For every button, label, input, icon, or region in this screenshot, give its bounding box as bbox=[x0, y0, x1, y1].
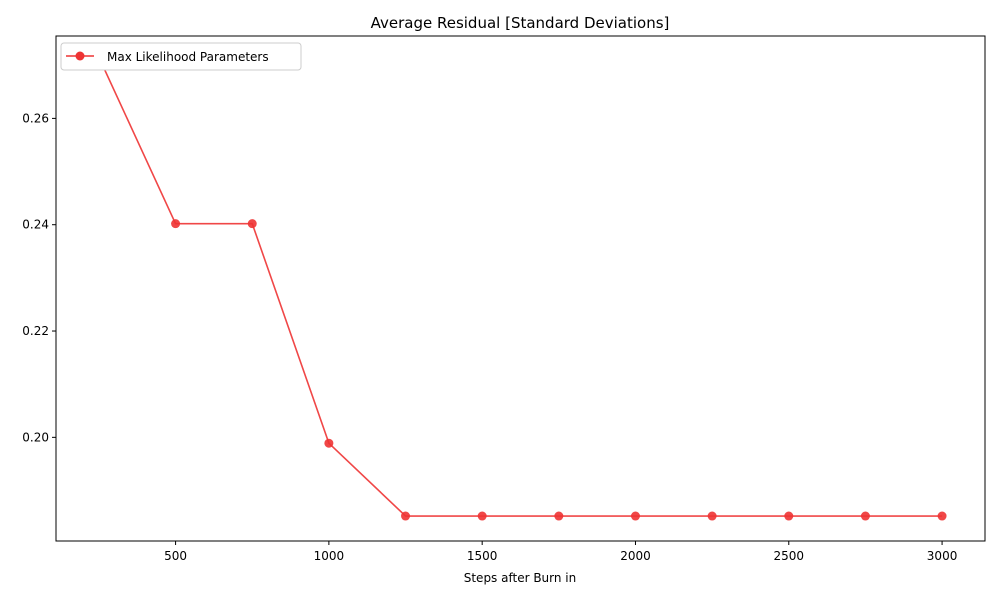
data-point bbox=[630, 511, 640, 521]
data-point bbox=[937, 511, 947, 521]
x-tick-label: 3000 bbox=[927, 549, 958, 563]
data-point bbox=[784, 511, 794, 521]
data-point bbox=[401, 511, 411, 521]
x-tick-label: 1500 bbox=[467, 549, 498, 563]
x-tick-label: 2000 bbox=[620, 549, 651, 563]
data-point bbox=[707, 511, 717, 521]
legend-box bbox=[60, 42, 302, 71]
data-point bbox=[171, 219, 181, 229]
data-point bbox=[247, 219, 257, 229]
data-point bbox=[477, 511, 487, 521]
legend-marker bbox=[75, 51, 85, 61]
y-tick-label: 0.26 bbox=[22, 111, 49, 125]
y-tick-label: 0.20 bbox=[22, 430, 49, 444]
x-tick-label: 1000 bbox=[314, 549, 345, 563]
legend: Max Likelihood Parameters bbox=[60, 42, 302, 71]
data-point bbox=[324, 438, 334, 448]
chart-title: Average Residual [Standard Deviations] bbox=[371, 14, 670, 32]
legend-label: Max Likelihood Parameters bbox=[107, 50, 269, 64]
series-line bbox=[98, 56, 943, 517]
x-tick-label: 500 bbox=[164, 549, 187, 563]
x-axis: 500 1000 1500 2000 2500 3000 bbox=[164, 541, 957, 563]
x-axis-title: Steps after Burn in bbox=[464, 571, 577, 585]
y-tick-label: 0.22 bbox=[22, 324, 49, 338]
y-tick-label: 0.24 bbox=[22, 218, 49, 232]
y-axis: 0.20 0.22 0.24 0.26 bbox=[22, 111, 56, 444]
plot-area bbox=[55, 35, 986, 542]
data-point bbox=[554, 511, 564, 521]
data-point bbox=[860, 511, 870, 521]
x-tick-label: 2500 bbox=[774, 549, 805, 563]
